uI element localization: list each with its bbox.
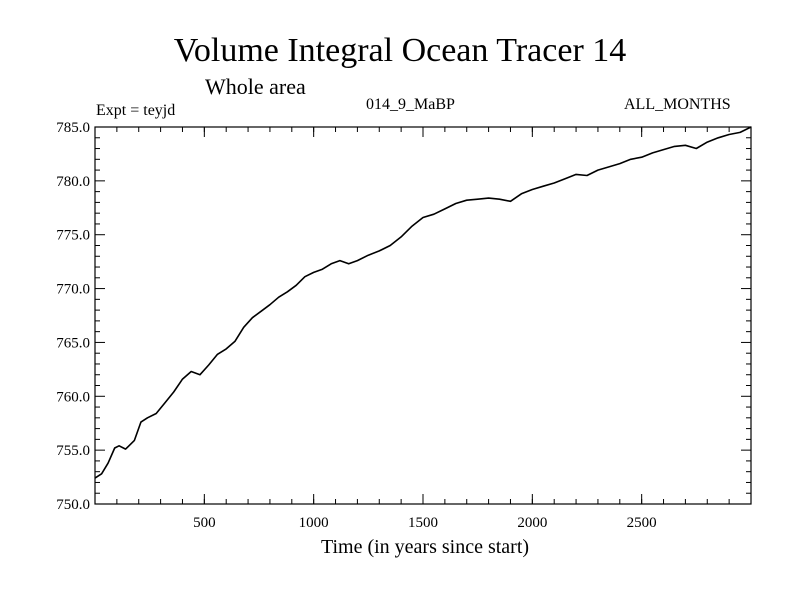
period-label: 014_9_MaBP bbox=[366, 96, 455, 113]
y-tick-label: 775.0 bbox=[56, 228, 90, 244]
chart-title: Volume Integral Ocean Tracer 14 bbox=[173, 32, 627, 69]
series-line-tracer-14 bbox=[94, 126, 752, 479]
axis-ticks bbox=[95, 126, 751, 505]
x-axis-label: Time (in years since start) bbox=[321, 536, 529, 558]
x-tick-label: 2000 bbox=[517, 515, 547, 531]
months-label: ALL_MONTHS bbox=[624, 96, 731, 113]
y-tick-label: 760.0 bbox=[56, 389, 90, 405]
y-tick-label: 785.0 bbox=[56, 120, 90, 136]
tick-labels: 500 1000 1500 2000 2500 750.0 755.0 760.0 765.0 7… bbox=[56, 120, 656, 531]
y-tick-label: 770.0 bbox=[56, 282, 90, 298]
chart-subtitle: Whole area bbox=[205, 74, 306, 99]
y-tick-label: 765.0 bbox=[56, 335, 90, 351]
x-tick-label: 500 bbox=[193, 515, 216, 531]
y-tick-label: 750.0 bbox=[56, 497, 90, 513]
x-tick-label: 2500 bbox=[627, 515, 657, 531]
x-tick-label: 1000 bbox=[299, 515, 329, 531]
plot-frame bbox=[94, 126, 752, 505]
x-tick-label: 1500 bbox=[408, 515, 438, 531]
experiment-label: Expt = teyjd bbox=[96, 102, 176, 119]
y-tick-label: 780.0 bbox=[56, 174, 90, 190]
y-tick-label: 755.0 bbox=[56, 443, 90, 459]
